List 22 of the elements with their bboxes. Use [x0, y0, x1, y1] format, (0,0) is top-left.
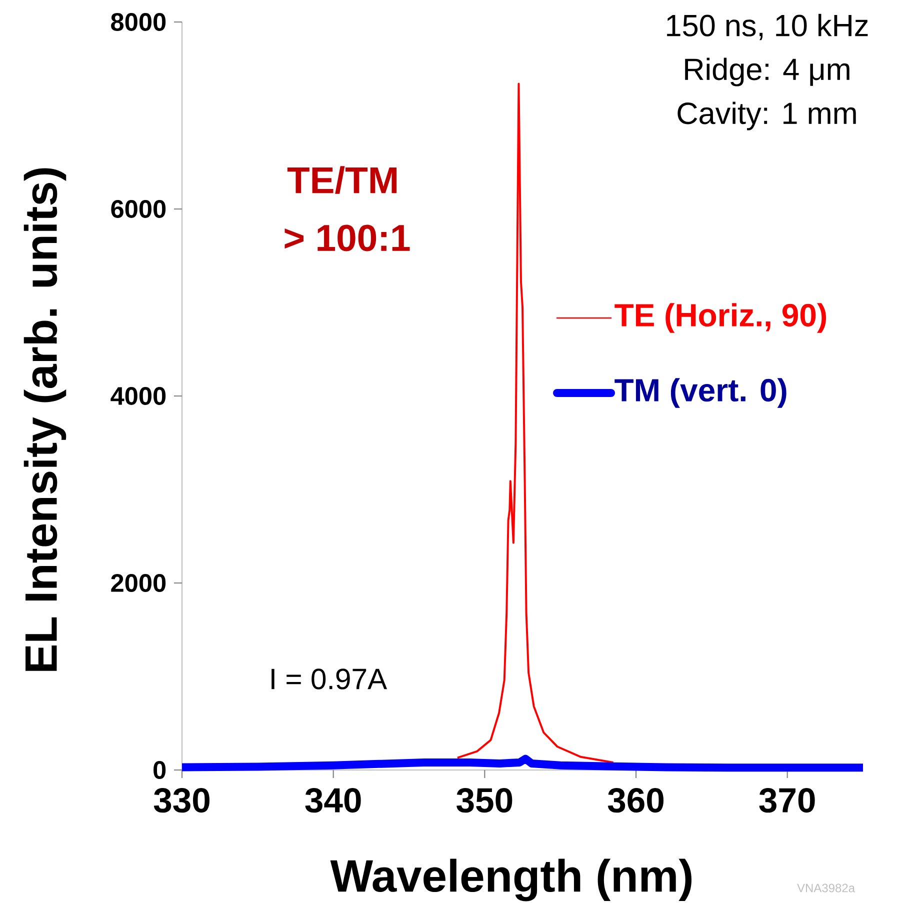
annotation: 150 ns, 10 kHz — [667, 14, 868, 40]
annotation: Ridge: 4 μm — [685, 58, 850, 86]
y-axis-title: EL Intensity (arb. units) — [24, 168, 66, 671]
x-axis-title: Wavelength (nm) — [330, 858, 692, 902]
annotation: Cavity: 1 mm — [678, 102, 856, 130]
text: VNA3982a — [797, 884, 856, 892]
y-tick-label: 6000 — [111, 200, 166, 218]
x-tick-label: 340 — [305, 788, 361, 813]
y-tick-label: 4000 — [110, 387, 166, 405]
annotation: TE/TM — [287, 166, 397, 194]
y-tick-label: 8000 — [111, 13, 166, 31]
annotation: I = 0.97A — [272, 668, 388, 690]
annotation: > 100:1 — [284, 224, 410, 252]
x-tick-label: 360 — [608, 788, 664, 813]
y-tick-label: 2000 — [111, 574, 166, 592]
y-tick-label: 0 — [154, 761, 166, 779]
legend-label: TM (vert. 0) — [614, 378, 786, 408]
x-tick-label: 370 — [759, 788, 815, 813]
x-tick-label: 330 — [154, 788, 210, 813]
x-tick-label: 350 — [456, 788, 512, 813]
legend-label: TE (Horiz., 90) — [614, 303, 826, 333]
line-series — [456, 82, 614, 764]
